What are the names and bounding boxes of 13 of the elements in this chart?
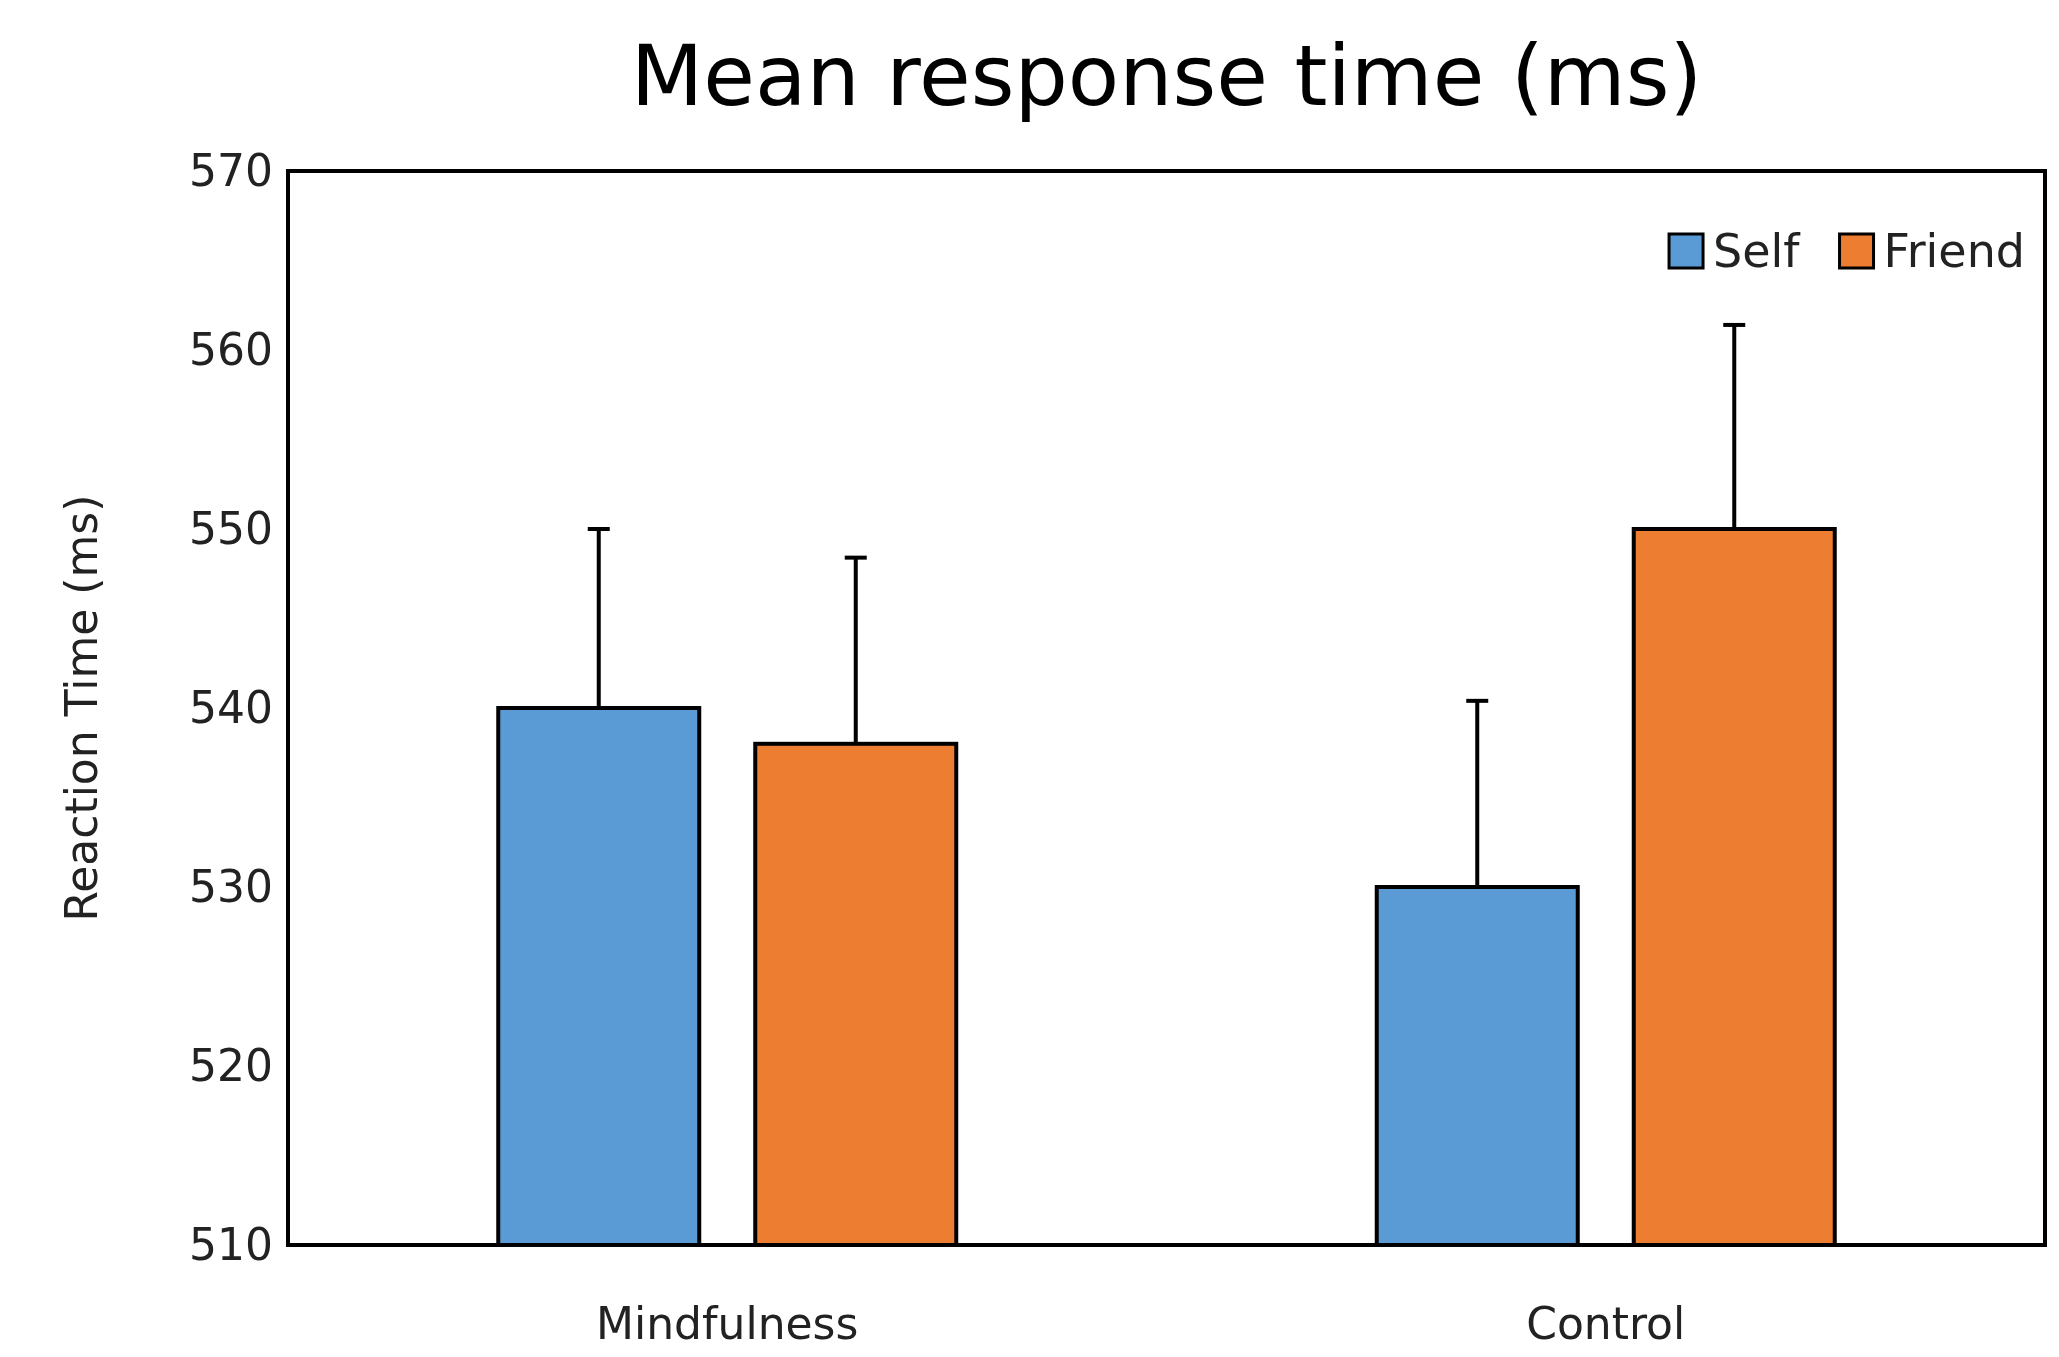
y-tick-label: 540: [189, 681, 273, 733]
y-tick-label: 530: [189, 860, 273, 912]
legend-label: Self: [1713, 224, 1802, 278]
y-axis-title: Reaction Time (ms): [56, 494, 107, 922]
y-tick-label: 550: [189, 502, 273, 554]
y-tick-label: 560: [189, 323, 273, 375]
y-tick-label: 570: [189, 144, 273, 196]
chart-title: Mean response time (ms): [630, 27, 1703, 125]
legend-label: Friend: [1883, 224, 2025, 278]
y-tick-label: 510: [189, 1218, 273, 1270]
x-tick-label: Control: [1526, 1298, 1686, 1350]
y-tick-label: 520: [189, 1039, 273, 1091]
x-tick-label: Mindfulness: [596, 1298, 859, 1350]
